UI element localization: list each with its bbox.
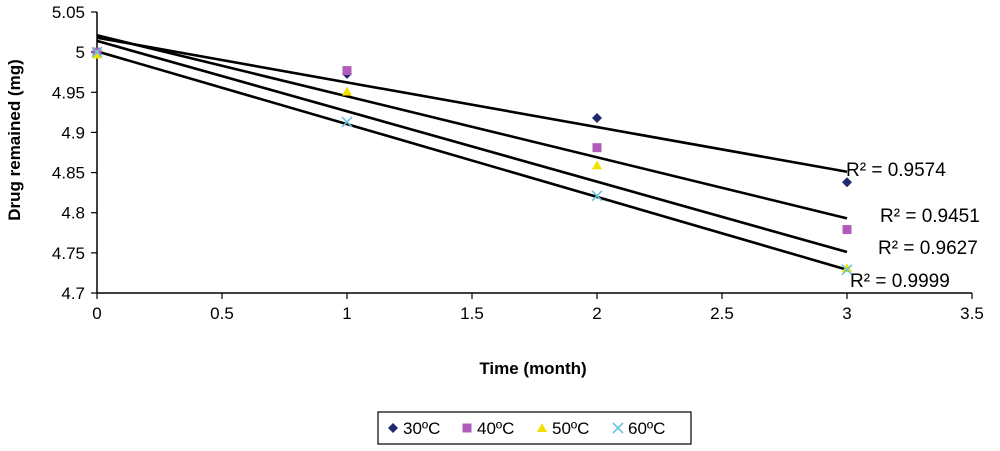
data-point-stroke (341, 116, 353, 128)
data-point (591, 190, 603, 202)
x-tick-label: 1.5 (460, 304, 484, 323)
data-point-stroke (612, 422, 624, 434)
x-axis-title: Time (month) (479, 359, 586, 378)
trendline (96, 34, 848, 220)
data-point (341, 116, 353, 128)
data-point (592, 112, 602, 123)
legend-entry-label: 50ºC (552, 419, 589, 438)
data-point (92, 49, 102, 59)
x-tick-label: 0 (92, 304, 101, 323)
x-tick-label: 2.5 (710, 304, 734, 323)
data-point-stroke (591, 190, 603, 202)
data-point (842, 263, 852, 273)
data-point (842, 177, 852, 188)
data-point (612, 422, 624, 434)
trendline (96, 50, 848, 271)
y-tick-label: 4.95 (52, 83, 85, 102)
data-point (388, 423, 398, 433)
r-squared-label: R² = 0.9574 (846, 160, 946, 181)
legend: 30ºC 40ºC 50ºC 60ºC (377, 411, 692, 445)
y-tick-label: 5.05 (52, 3, 85, 22)
data-point (842, 225, 852, 235)
y-tick-label: 4.8 (61, 204, 85, 223)
legend-entry-label: 40ºC (477, 419, 514, 438)
y-tick-label: 4.9 (61, 123, 85, 142)
data-point (462, 423, 472, 433)
data-point (841, 264, 853, 276)
r-squared-label: R² = 0.9627 (878, 238, 978, 259)
data-point (342, 66, 352, 76)
y-tick-label: 4.85 (52, 164, 85, 183)
data-point-stroke (841, 264, 853, 276)
trendline (96, 39, 848, 254)
data-point (592, 160, 602, 170)
data-point (592, 143, 602, 153)
r-squared-label: R² = 0.9451 (880, 206, 980, 227)
trendlines (96, 34, 848, 271)
x-tick-label: 0.5 (210, 304, 234, 323)
x-tick-label: 3.5 (960, 304, 984, 323)
data-point (537, 423, 547, 432)
r2-labels: R² = 0.9574 R² = 0.9451 R² = 0.9627 R² = 0.… (846, 160, 980, 292)
x-tick-label: 3 (842, 304, 851, 323)
y-tick-label: 4.75 (52, 244, 85, 263)
x-tick-label: 1 (342, 304, 351, 323)
legend-box (377, 411, 692, 445)
data-point (342, 86, 352, 96)
x-tick-label: 2 (592, 304, 601, 323)
legend-entry-label: 60ºC (628, 419, 665, 438)
y-tick-label: 4.7 (61, 284, 85, 303)
data-points (91, 46, 853, 276)
y-axis-title: Drug remained (mg) (5, 59, 24, 221)
r-squared-label: R² = 0.9999 (850, 271, 950, 292)
data-point (91, 46, 103, 58)
trendline (96, 36, 848, 174)
legend-entry-label: 30ºC (403, 419, 440, 438)
y-tick-label: 5 (76, 43, 85, 62)
data-point-stroke (91, 46, 103, 58)
axes: 0 0.5 1 1.5 2 2.5 3 3.5 4.7 4.75 4.8 4.85 4.9 4.95 5 5.… (52, 3, 984, 323)
